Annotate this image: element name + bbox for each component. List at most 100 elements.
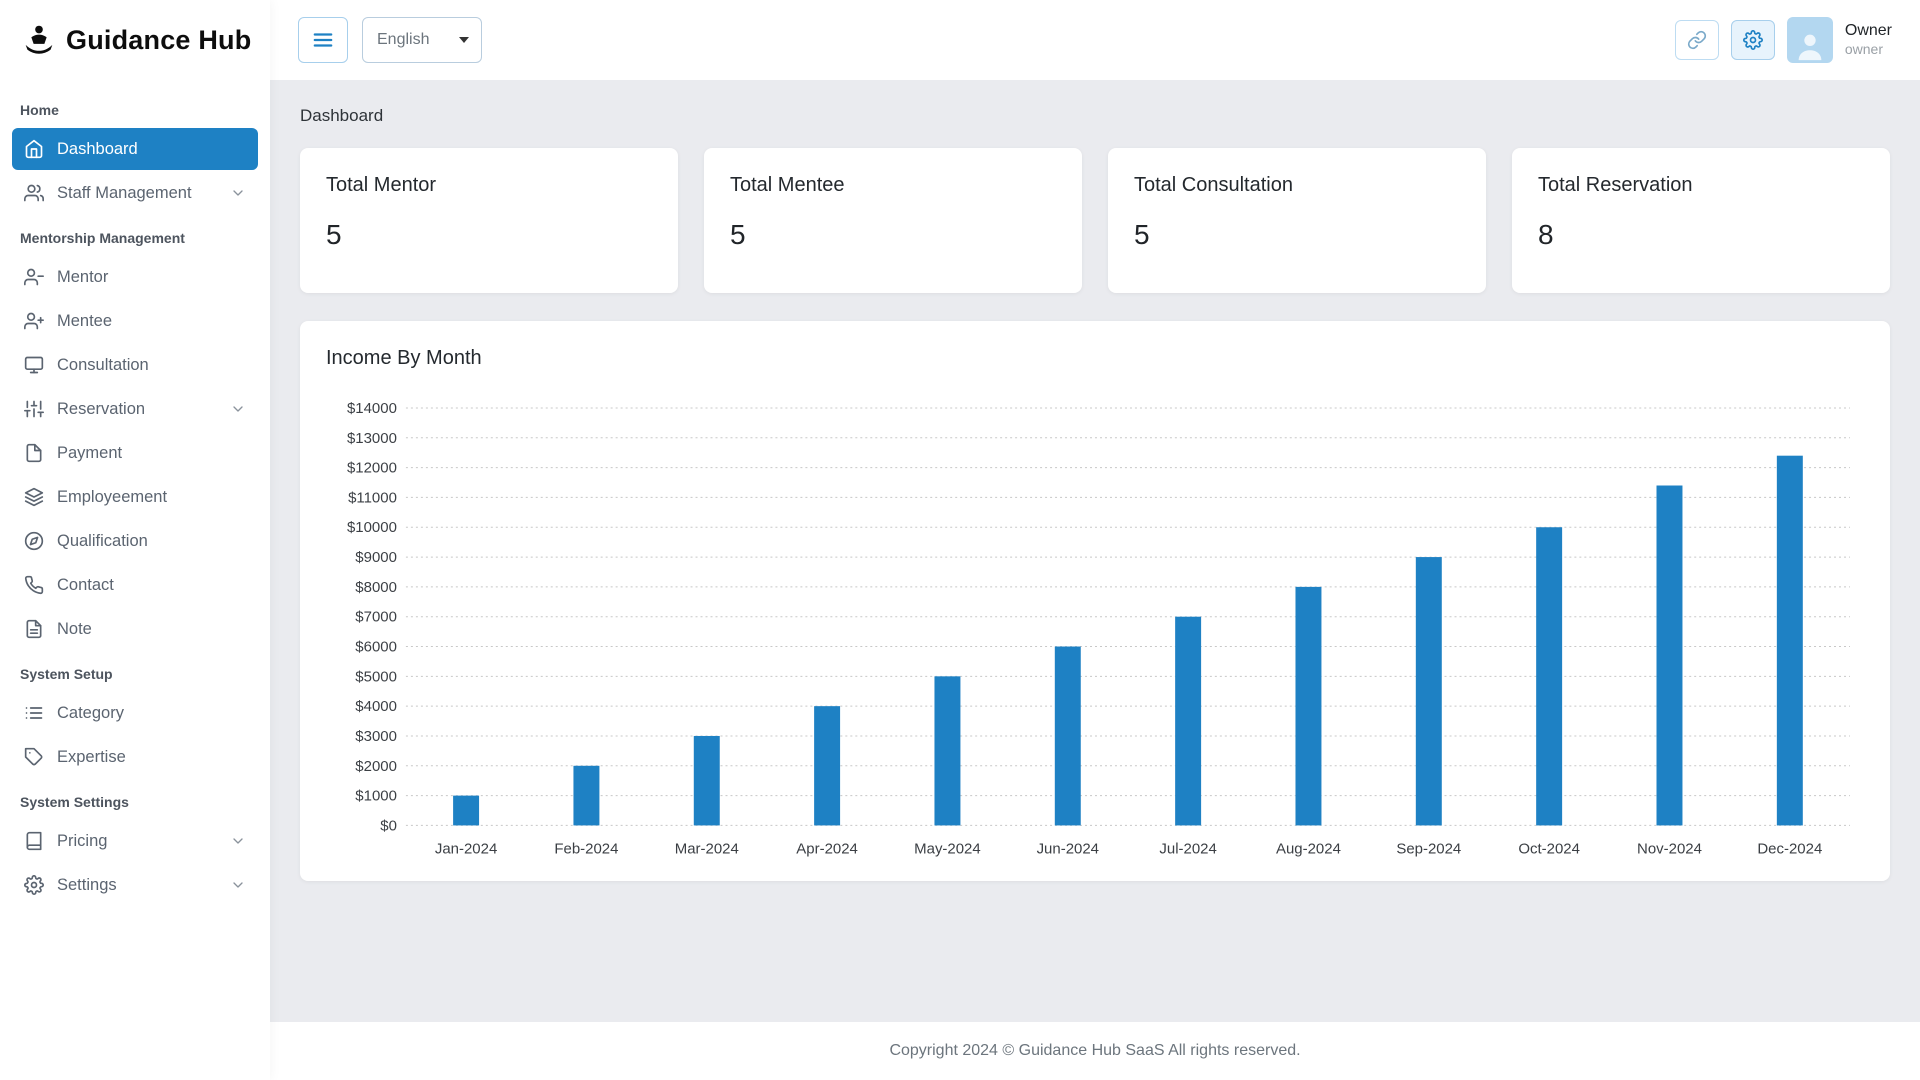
sidebar-item-label: Qualification <box>57 531 148 550</box>
sidebar-item-mentee[interactable]: Mentee <box>12 300 258 342</box>
svg-text:$0: $0 <box>380 817 397 834</box>
link-button[interactable] <box>1674 20 1719 60</box>
stat-card-total-consultation: Total Consultation 5 <box>1108 148 1486 293</box>
sidebar-item-label: Contact <box>57 575 114 594</box>
link-icon <box>1687 30 1706 50</box>
language-select[interactable]: English <box>362 17 482 63</box>
sidebar: Guidance Hub Home Dashboard Staff Manage… <box>0 0 270 1080</box>
stat-value: 5 <box>1134 219 1150 250</box>
file-text-icon <box>24 619 44 639</box>
hamburger-icon <box>313 33 333 47</box>
svg-text:$11000: $11000 <box>348 489 397 506</box>
logo-text: Guidance Hub <box>66 24 252 55</box>
stat-label: Total Reservation <box>1538 174 1693 196</box>
svg-text:$9000: $9000 <box>355 549 397 566</box>
chevron-down-icon <box>230 833 246 849</box>
svg-text:$2000: $2000 <box>355 758 397 775</box>
breadcrumb: Dashboard <box>300 106 384 125</box>
sidebar-item-label: Employeement <box>57 487 168 506</box>
chevron-down-icon <box>230 401 246 417</box>
gear-icon <box>1742 30 1763 50</box>
sidebar-item-expertise[interactable]: Expertise <box>12 736 258 778</box>
income-bar-chart: $0 $1000 $2000 $3000 $4000 $5000 $6000 $7000 $80… <box>326 394 1864 863</box>
sidebar-item-staff-management[interactable]: Staff Management <box>12 172 258 214</box>
file-icon <box>24 443 44 463</box>
sidebar-item-qualification[interactable]: Qualification <box>12 520 258 562</box>
avatar[interactable] <box>1786 17 1833 63</box>
stat-label: Total Mentee <box>730 174 845 196</box>
settings-button[interactable] <box>1730 20 1775 60</box>
sidebar-item-label: Pricing <box>57 831 108 850</box>
svg-text:$10000: $10000 <box>347 519 397 536</box>
svg-text:$4000: $4000 <box>355 698 397 715</box>
sidebar-heading-system-settings: System Settings <box>20 794 129 810</box>
stat-card-total-reservation: Total Reservation 8 <box>1512 148 1890 293</box>
svg-text:Dec-2024: Dec-2024 <box>1757 840 1822 857</box>
svg-text:$6000: $6000 <box>355 639 397 656</box>
sidebar-heading-mentorship: Mentorship Management <box>20 230 185 246</box>
user-name: Owner <box>1844 22 1892 40</box>
sidebar-item-label: Mentor <box>57 267 109 286</box>
language-selected-label: English <box>377 31 430 48</box>
topbar-right: Owner owner <box>1674 17 1892 63</box>
stat-label: Total Mentor <box>326 174 437 196</box>
sidebar-item-payment[interactable]: Payment <box>12 432 258 474</box>
monitor-icon <box>24 355 44 375</box>
user-block[interactable]: Owner owner <box>1845 21 1892 59</box>
chart-title: Income By Month <box>326 347 482 369</box>
sidebar-item-label: Payment <box>57 443 123 462</box>
svg-text:$7000: $7000 <box>355 609 397 626</box>
sidebar-item-employeement[interactable]: Employeement <box>12 476 258 518</box>
sidebar-item-pricing[interactable]: Pricing <box>12 820 258 862</box>
sidebar-item-label: Expertise <box>57 747 126 766</box>
sidebar-item-settings[interactable]: Settings <box>12 864 258 906</box>
sidebar-item-category[interactable]: Category <box>12 692 258 734</box>
stat-value: 5 <box>326 219 342 250</box>
sidebar-item-reservation[interactable]: Reservation <box>12 388 258 430</box>
user-icon <box>1798 34 1822 61</box>
svg-text:Sep-2024: Sep-2024 <box>1396 840 1461 857</box>
topbar: English Owner owner <box>270 0 1920 80</box>
compass-icon <box>24 531 44 551</box>
sidebar-item-note[interactable]: Note <box>12 608 258 650</box>
sidebar-heading-system-setup: System Setup <box>20 666 113 682</box>
stat-value: 5 <box>730 219 746 250</box>
svg-text:Nov-2024: Nov-2024 <box>1637 840 1702 857</box>
sidebar-item-label: Settings <box>57 875 117 894</box>
chevron-down-icon <box>230 185 246 201</box>
svg-text:$1000: $1000 <box>355 788 397 805</box>
sidebar-toggle-button[interactable] <box>298 17 348 63</box>
sidebar-item-label: Mentee <box>57 311 113 330</box>
svg-text:Oct-2024: Oct-2024 <box>1518 840 1580 857</box>
sidebar-item-mentor[interactable]: Mentor <box>12 256 258 298</box>
user-plus-icon <box>24 311 44 331</box>
svg-text:Jan-2024: Jan-2024 <box>435 840 497 857</box>
svg-text:$13000: $13000 <box>347 430 397 447</box>
sidebar-nav: Home Dashboard Staff Management Mentorsh… <box>0 80 270 938</box>
sidebar-item-label: Reservation <box>57 399 146 418</box>
stat-label: Total Consultation <box>1134 174 1293 196</box>
tag-icon <box>24 747 44 767</box>
copyright-text: Copyright 2024 © Guidance Hub SaaS All r… <box>889 1042 1301 1059</box>
sidebar-item-dashboard[interactable]: Dashboard <box>12 128 258 170</box>
svg-text:Feb-2024: Feb-2024 <box>554 840 618 857</box>
svg-text:Jul-2024: Jul-2024 <box>1159 840 1216 857</box>
svg-text:Mar-2024: Mar-2024 <box>675 840 739 857</box>
sidebar-item-consultation[interactable]: Consultation <box>12 344 258 386</box>
sidebar-item-label: Staff Management <box>57 183 192 202</box>
svg-text:Aug-2024: Aug-2024 <box>1276 840 1341 857</box>
home-icon <box>24 139 44 159</box>
svg-text:Jun-2024: Jun-2024 <box>1037 840 1099 857</box>
svg-text:$12000: $12000 <box>347 460 397 477</box>
users-icon <box>24 183 44 203</box>
sidebar-item-label: Category <box>57 703 124 722</box>
logo[interactable]: Guidance Hub <box>0 0 270 80</box>
logo-icon <box>22 23 56 57</box>
chevron-down-icon <box>230 877 246 893</box>
content: Dashboard Total Mentor 5 Total Mentee 5 … <box>270 80 1920 1022</box>
sidebar-item-contact[interactable]: Contact <box>12 564 258 606</box>
mentor-user-icon <box>24 267 44 287</box>
stat-value: 8 <box>1538 219 1554 250</box>
sliders-icon <box>24 399 44 419</box>
